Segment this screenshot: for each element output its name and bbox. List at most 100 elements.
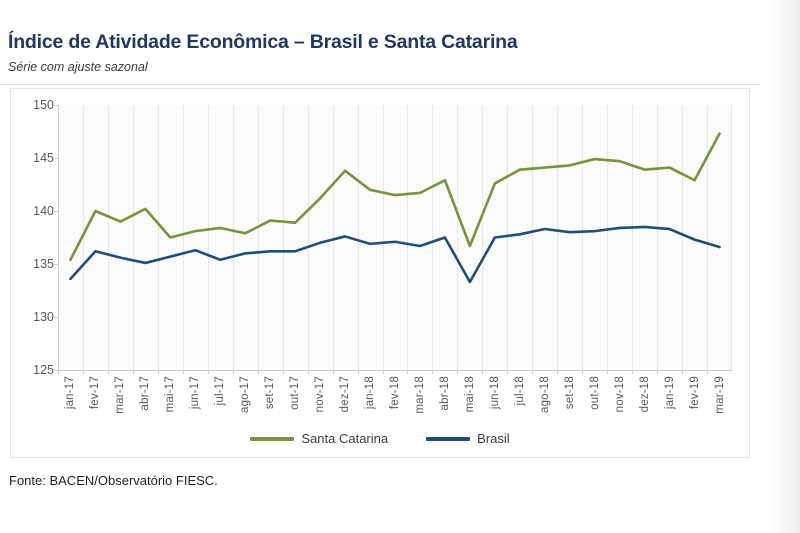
legend-swatch-brasil bbox=[426, 436, 471, 441]
x-tick-mark bbox=[207, 370, 209, 374]
x-axis-label: jan-17 bbox=[64, 376, 77, 410]
gridline-vertical bbox=[107, 105, 109, 370]
gridline-vertical bbox=[507, 105, 509, 370]
x-axis-label: mar-19 bbox=[713, 376, 726, 414]
gridline-vertical bbox=[132, 105, 134, 370]
gridline-vertical bbox=[307, 105, 309, 370]
x-axis-label: nov-17 bbox=[314, 376, 327, 413]
x-axis-label: set-17 bbox=[264, 376, 277, 410]
y-tick-mark bbox=[53, 317, 58, 318]
x-axis-line bbox=[58, 370, 732, 371]
gridline-vertical bbox=[407, 105, 409, 370]
source-note: Fonte: BACEN/Observatório FIESC. bbox=[9, 473, 218, 488]
x-tick-mark bbox=[58, 370, 59, 374]
y-axis-line bbox=[58, 105, 59, 370]
gridline-vertical bbox=[557, 105, 559, 370]
y-tick-mark bbox=[53, 370, 58, 371]
x-tick-mark bbox=[532, 370, 534, 374]
series-line-brasil bbox=[69, 225, 721, 284]
x-axis-label: abr-17 bbox=[139, 376, 152, 411]
legend-item-brasil[interactable]: Brasil bbox=[426, 431, 510, 446]
x-axis-label: fev-17 bbox=[89, 376, 102, 410]
gridline-vertical bbox=[582, 105, 584, 370]
x-tick-mark bbox=[707, 370, 709, 374]
x-tick-mark bbox=[482, 370, 484, 374]
gridline-vertical bbox=[731, 105, 732, 370]
y-tick-mark bbox=[53, 211, 58, 212]
x-tick-mark bbox=[432, 370, 434, 374]
x-axis-label: out-17 bbox=[289, 376, 302, 410]
x-tick-mark bbox=[382, 370, 384, 374]
gridline-vertical bbox=[432, 105, 434, 370]
gridline-vertical bbox=[332, 105, 334, 370]
gridline-vertical bbox=[357, 105, 359, 370]
x-axis-label: jan-18 bbox=[364, 376, 377, 410]
y-axis-label: 140 bbox=[33, 204, 54, 218]
x-tick-mark bbox=[632, 370, 634, 374]
x-axis-label: jun-18 bbox=[488, 376, 501, 410]
chart-legend: Santa Catarina Brasil bbox=[11, 431, 749, 446]
x-axis-label: fev-18 bbox=[389, 376, 401, 410]
x-tick-mark bbox=[332, 370, 334, 374]
gridline-vertical bbox=[382, 105, 384, 370]
y-tick-mark bbox=[53, 158, 58, 159]
gridline-vertical bbox=[82, 105, 84, 370]
gridline-vertical bbox=[157, 105, 159, 370]
gridline-vertical bbox=[657, 105, 659, 370]
series-line-santa-catarina bbox=[69, 132, 721, 262]
page-edge-shade bbox=[760, 0, 800, 533]
y-axis-label: 135 bbox=[33, 257, 54, 271]
gridline-vertical bbox=[257, 105, 259, 370]
legend-label-santa-catarina: Santa Catarina bbox=[301, 431, 389, 446]
x-tick-mark bbox=[657, 370, 659, 374]
x-axis-label: dez-17 bbox=[339, 376, 352, 413]
x-tick-mark bbox=[257, 370, 259, 374]
x-tick-mark bbox=[107, 370, 109, 374]
header-divider bbox=[0, 84, 760, 85]
x-axis-label: out-18 bbox=[588, 376, 601, 410]
x-axis-label: ago-18 bbox=[538, 376, 551, 414]
x-tick-mark bbox=[182, 370, 184, 374]
x-tick-mark bbox=[132, 370, 134, 374]
x-axis-label: nov-18 bbox=[613, 376, 626, 413]
gridline-vertical bbox=[532, 105, 534, 370]
y-axis-label: 145 bbox=[33, 151, 54, 165]
x-tick-mark bbox=[557, 370, 559, 374]
gridline-vertical bbox=[482, 105, 484, 370]
x-axis-label: dez-18 bbox=[638, 376, 651, 413]
x-tick-mark bbox=[282, 370, 284, 374]
x-tick-mark bbox=[507, 370, 509, 374]
y-tick-mark bbox=[53, 264, 58, 265]
x-tick-mark bbox=[457, 370, 459, 374]
x-tick-mark bbox=[607, 370, 609, 374]
x-axis-label: jan-19 bbox=[663, 376, 676, 410]
gridline-vertical bbox=[707, 105, 709, 370]
page-title: Índice de Atividade Econômica – Brasil e… bbox=[8, 31, 518, 53]
x-axis-label: fev-19 bbox=[688, 376, 701, 410]
x-tick-mark bbox=[157, 370, 159, 374]
gridline-vertical bbox=[207, 105, 209, 370]
x-tick-mark bbox=[582, 370, 584, 374]
x-axis-label: jul-18 bbox=[513, 376, 526, 406]
gridline-vertical bbox=[232, 105, 234, 370]
y-axis-label: 130 bbox=[33, 310, 54, 324]
x-tick-mark bbox=[307, 370, 309, 374]
series-lines bbox=[69, 132, 721, 284]
x-axis-label: mar-17 bbox=[114, 376, 127, 414]
legend-swatch-santa-catarina bbox=[250, 436, 295, 441]
y-axis-label: 125 bbox=[33, 363, 54, 377]
gridline-vertical bbox=[682, 105, 684, 370]
legend-item-santa-catarina[interactable]: Santa Catarina bbox=[250, 431, 388, 446]
x-tick-mark bbox=[232, 370, 234, 374]
y-axis-ticks: 125 130 135 140 145 150 bbox=[11, 98, 54, 377]
page-subtitle: Série com ajuste sazonal bbox=[8, 60, 148, 74]
y-axis-label: 150 bbox=[33, 98, 54, 112]
x-axis-label: set-18 bbox=[563, 376, 576, 410]
x-axis-label: mai-17 bbox=[164, 376, 177, 413]
gridline-vertical bbox=[607, 105, 609, 370]
x-tick-mark bbox=[407, 370, 409, 374]
x-axis-label: mar-18 bbox=[413, 376, 426, 414]
x-axis-label: ago-17 bbox=[239, 376, 252, 414]
x-tick-mark bbox=[82, 370, 84, 374]
